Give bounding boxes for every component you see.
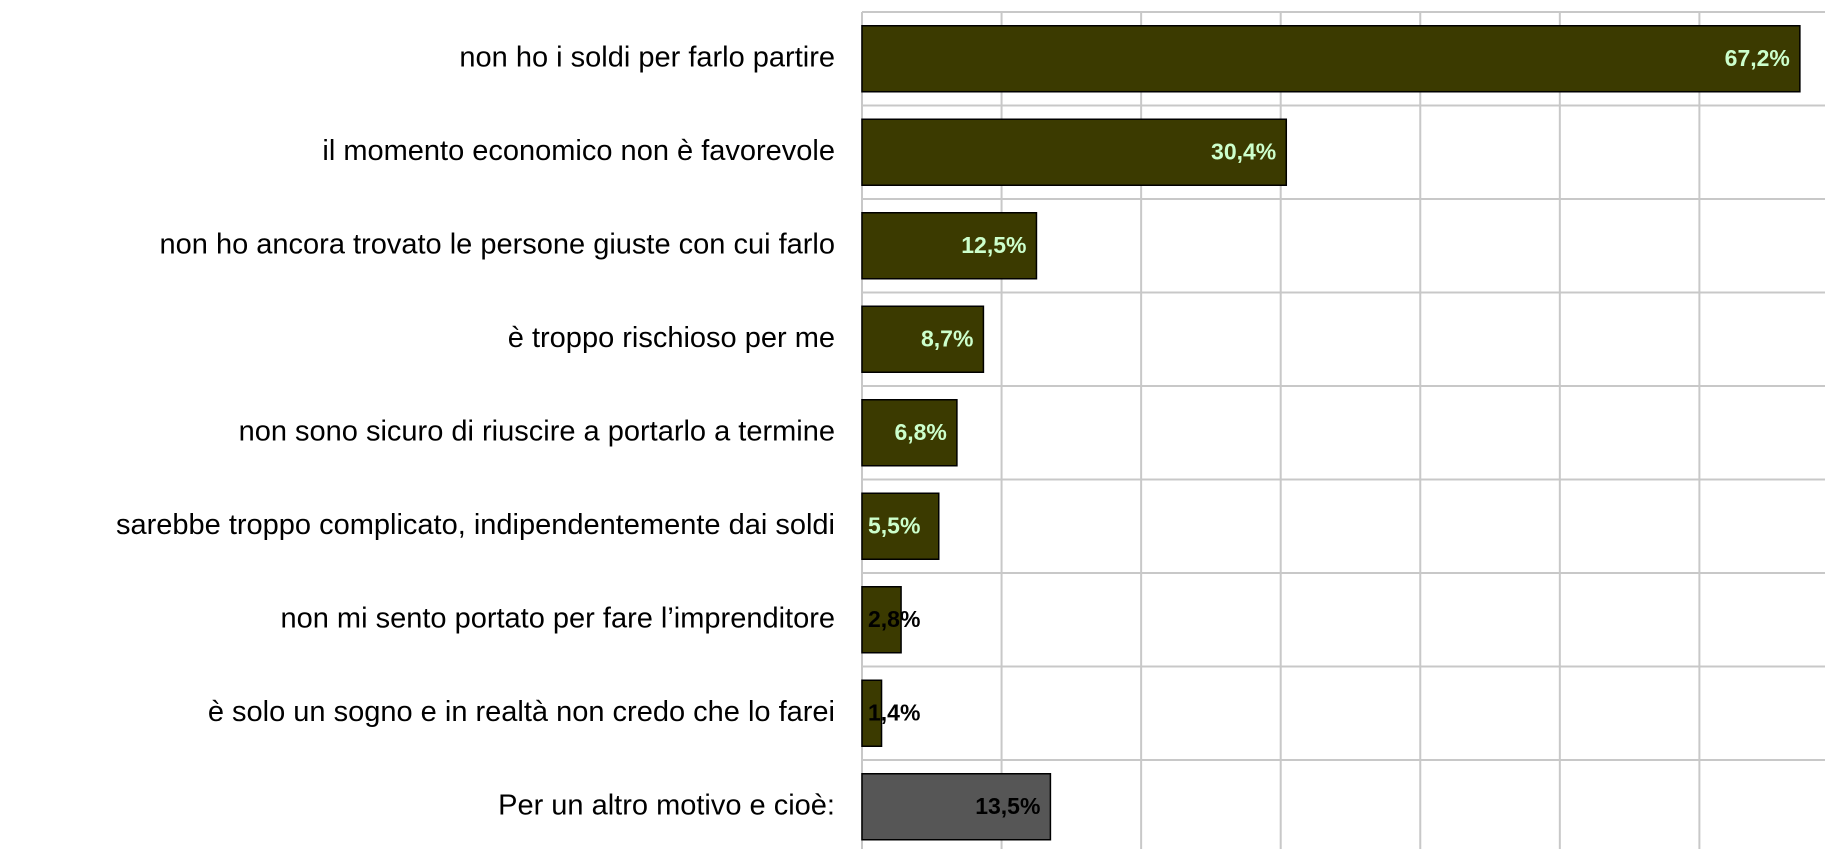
- value-label: 13,5%: [975, 793, 1040, 819]
- bar: [861, 492, 940, 560]
- value-label: 1,4%: [868, 699, 920, 725]
- category-label: non mi sento portato per fare l’imprendi…: [280, 602, 835, 634]
- value-label: 8,7%: [921, 325, 973, 351]
- bar: [861, 25, 1801, 93]
- category-label: non ho ancora trovato le persone giuste …: [160, 228, 835, 260]
- bar: [861, 773, 1052, 841]
- value-label: 67,2%: [1725, 45, 1790, 71]
- value-label: 30,4%: [1211, 138, 1276, 164]
- bar: [861, 118, 1288, 186]
- value-label: 6,8%: [894, 419, 946, 445]
- category-label: sarebbe troppo complicato, indipendentem…: [116, 509, 835, 541]
- bar: [861, 679, 883, 747]
- value-label: 12,5%: [961, 232, 1026, 258]
- bar: [861, 305, 985, 373]
- category-label: è troppo rischioso per me: [508, 322, 835, 354]
- bar: [861, 586, 902, 654]
- category-label: Per un altro motivo e cioè:: [498, 789, 835, 821]
- category-label: non sono sicuro di riuscire a portarlo a…: [239, 415, 835, 447]
- value-label: 2,8%: [868, 606, 920, 632]
- bar: [861, 212, 1038, 280]
- bar: [861, 399, 958, 467]
- value-label: 5,5%: [868, 512, 920, 538]
- category-label: è solo un sogno e in realtà non credo ch…: [208, 696, 835, 728]
- category-label: il momento economico non è favorevole: [322, 135, 835, 167]
- category-label: non ho i soldi per farlo partire: [459, 41, 835, 73]
